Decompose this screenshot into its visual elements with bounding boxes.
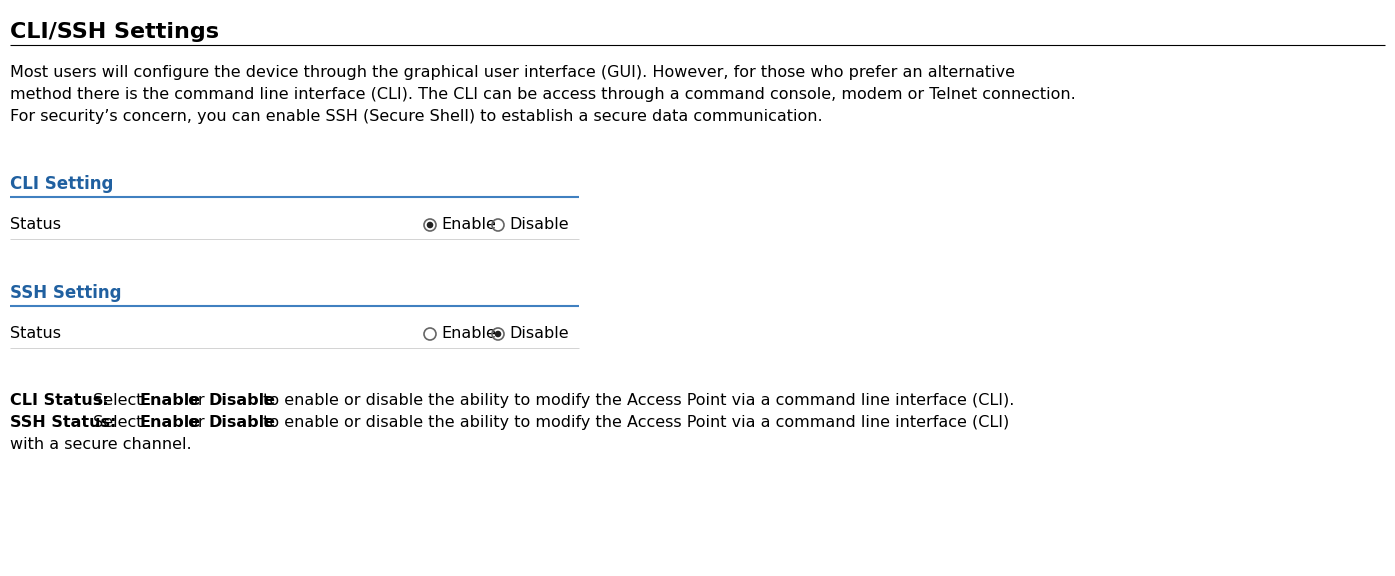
Text: Disable: Disable (208, 393, 275, 408)
Text: Enable: Enable (140, 393, 201, 408)
Text: Select: Select (88, 415, 148, 430)
Text: CLI Setting: CLI Setting (10, 175, 113, 193)
Text: Enable: Enable (441, 217, 495, 232)
Text: Status: Status (10, 326, 61, 341)
Text: CLI/SSH Settings: CLI/SSH Settings (10, 22, 219, 42)
Text: or: or (183, 415, 209, 430)
Text: SSH Status:: SSH Status: (10, 415, 116, 430)
Text: Status: Status (10, 217, 61, 232)
Text: to enable or disable the ability to modify the Access Point via a command line i: to enable or disable the ability to modi… (258, 393, 1014, 408)
Text: Enable: Enable (140, 415, 201, 430)
Text: Most users will configure the device through the graphical user interface (GUI).: Most users will configure the device thr… (10, 65, 1016, 80)
Text: Select: Select (88, 393, 148, 408)
Text: to enable or disable the ability to modify the Access Point via a command line i: to enable or disable the ability to modi… (258, 415, 1010, 430)
Text: Enable: Enable (441, 326, 495, 341)
Text: Disable: Disable (509, 326, 569, 341)
Circle shape (427, 222, 434, 228)
Text: with a secure channel.: with a secure channel. (10, 437, 191, 452)
Text: SSH Setting: SSH Setting (10, 284, 121, 302)
Circle shape (495, 331, 501, 338)
Text: or: or (183, 393, 209, 408)
Text: CLI Status:: CLI Status: (10, 393, 109, 408)
Text: method there is the command line interface (CLI). The CLI can be access through : method there is the command line interfa… (10, 87, 1076, 102)
Text: For security’s concern, you can enable SSH (Secure Shell) to establish a secure : For security’s concern, you can enable S… (10, 109, 823, 124)
Text: Disable: Disable (208, 415, 275, 430)
Text: Disable: Disable (509, 217, 569, 232)
